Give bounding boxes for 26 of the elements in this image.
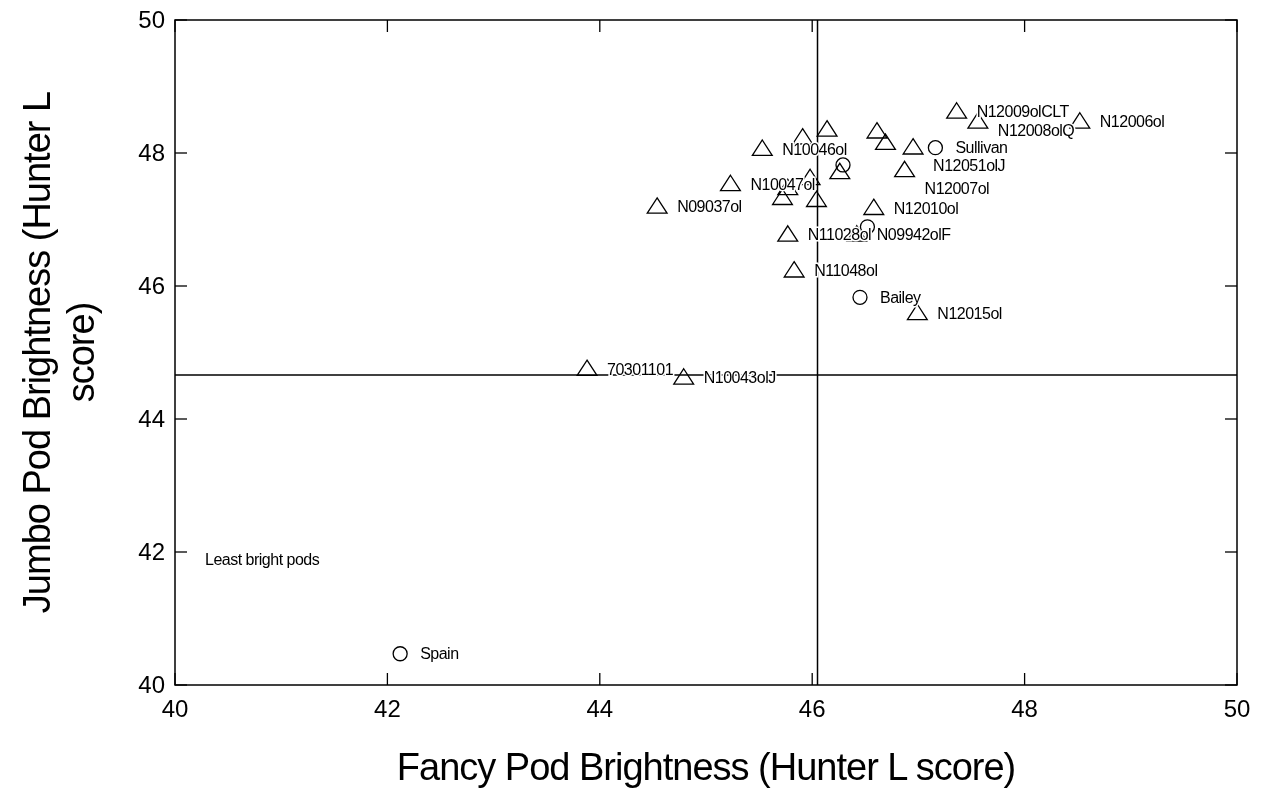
annotation: Sullivan bbox=[955, 139, 1008, 157]
annotation: N12007ol bbox=[924, 179, 990, 197]
annotation: N09037ol bbox=[677, 198, 742, 216]
annotation: N12051olJ bbox=[933, 157, 1006, 175]
annotation: Least bright pods bbox=[205, 551, 320, 568]
annotation: N12015ol bbox=[937, 304, 1002, 322]
y-tick-label: 50 bbox=[138, 6, 165, 34]
annotation: N09942olF bbox=[876, 226, 952, 244]
y-tick-label: 48 bbox=[138, 139, 165, 167]
annotation: Spain bbox=[420, 645, 459, 663]
x-tick-label: 44 bbox=[586, 695, 614, 722]
annotation: Bailey bbox=[879, 288, 922, 306]
annotation: 70301101 bbox=[607, 360, 674, 378]
y-tick-label: 42 bbox=[138, 538, 165, 566]
x-tick-label: 42 bbox=[374, 695, 401, 722]
y-tick-label: 46 bbox=[138, 272, 165, 300]
x-axis-title: Fancy Pod Brightness (Hunter L score) bbox=[396, 746, 1016, 788]
annotation: N12008olQ bbox=[997, 122, 1075, 140]
annotation: N12010ol bbox=[893, 199, 959, 217]
annotation: N12006ol bbox=[1099, 113, 1165, 131]
annotation: N12009olCLT bbox=[976, 103, 1070, 121]
y-axis-title: Jumbo Pod Brightness (Hunter L score) bbox=[16, 91, 102, 614]
x-tick-label: 50 bbox=[1223, 695, 1251, 722]
x-tick-label: 48 bbox=[1011, 695, 1038, 722]
x-tick-label: 46 bbox=[798, 695, 826, 722]
y-tick-label: 44 bbox=[138, 405, 165, 433]
